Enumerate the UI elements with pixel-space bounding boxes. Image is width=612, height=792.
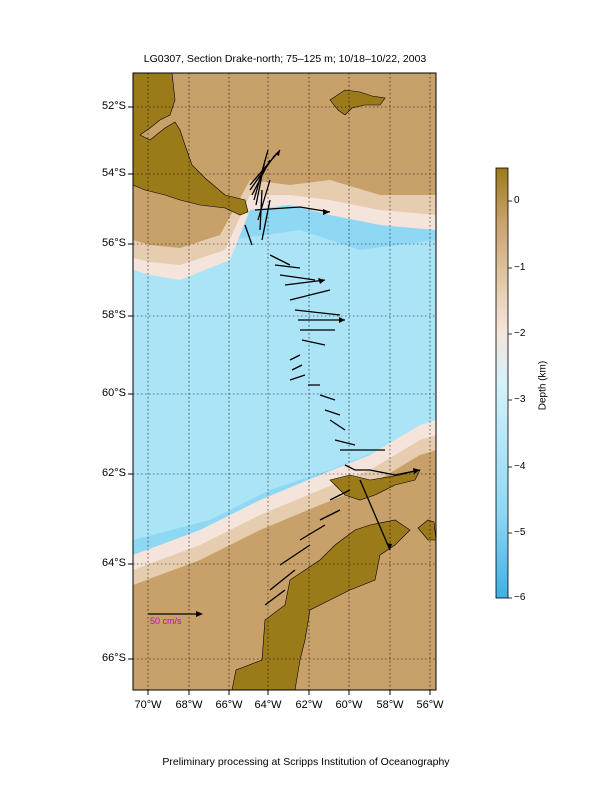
lat-label: 66°S xyxy=(102,652,126,664)
lat-label: 58°S xyxy=(102,309,126,321)
antarctic-land xyxy=(231,519,411,691)
axis-ticks xyxy=(128,106,431,695)
plot-title: LG0307, Section Drake-north; 75–125 m; 1… xyxy=(143,53,427,65)
arrow-heads xyxy=(275,150,420,550)
scale-arrow-label: 50 cm/s xyxy=(150,616,182,626)
lon-label: 58°W xyxy=(376,699,404,711)
lat-label: 62°S xyxy=(102,467,126,479)
colorbar-tick-label: −2 xyxy=(514,328,526,339)
lat-label: 56°S xyxy=(102,237,126,249)
lon-label: 62°W xyxy=(295,699,323,711)
velocity-arrows xyxy=(244,149,421,606)
lon-label: 70°W xyxy=(134,699,162,711)
scale-arrow-head xyxy=(196,611,203,617)
lat-label: 54°S xyxy=(102,167,126,179)
south-america-land xyxy=(132,72,249,216)
colorbar-tick-label: −4 xyxy=(514,461,526,472)
colorbar-tick-label: 0 xyxy=(514,195,520,206)
falklands-land xyxy=(329,89,386,116)
colorbar-tick-label: −5 xyxy=(514,527,526,538)
lon-label: 68°W xyxy=(175,699,203,711)
lon-label: 60°W xyxy=(335,699,363,711)
colorbar-title: Depth (km) xyxy=(537,360,549,411)
elephant-island-land xyxy=(417,519,437,541)
ocean-mid xyxy=(133,230,436,540)
footer-note: Preliminary processing at Scripps Instit… xyxy=(162,756,450,768)
lat-label: 64°S xyxy=(102,557,126,569)
colorbar-tick-label: −1 xyxy=(514,262,526,273)
colorbar-tick-label: −3 xyxy=(514,394,526,405)
lon-label: 56°W xyxy=(416,699,444,711)
colorbar-ticks xyxy=(508,200,512,599)
colorbar xyxy=(495,167,509,599)
grid xyxy=(133,73,436,690)
south-shallow xyxy=(133,450,436,690)
south-shetland-land xyxy=(329,469,421,501)
lon-label: 64°W xyxy=(254,699,282,711)
plot-frame xyxy=(132,72,437,691)
lat-label: 60°S xyxy=(102,387,126,399)
lon-label: 66°W xyxy=(215,699,243,711)
lat-label: 52°S xyxy=(102,100,126,112)
colorbar-tick-label: −6 xyxy=(514,592,526,603)
